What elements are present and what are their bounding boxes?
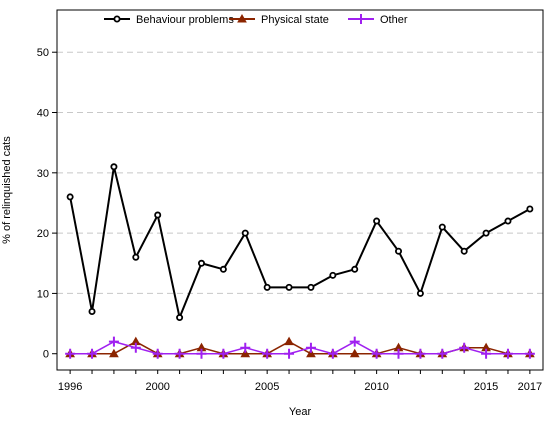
y-tick-label-40: 40 xyxy=(37,108,49,120)
x-tick-label-2017: 2017 xyxy=(518,381,542,393)
data-point-2003 xyxy=(218,348,229,359)
series-line xyxy=(70,340,530,355)
data-point-2009 xyxy=(349,336,360,347)
data-point-1997 xyxy=(87,348,98,359)
data-point-2010 xyxy=(373,217,381,225)
legend-label: Physical state xyxy=(261,14,329,26)
data-point-2012 xyxy=(416,289,424,297)
data-point-1998 xyxy=(108,336,119,347)
data-point-2000 xyxy=(154,211,162,219)
data-point-2007 xyxy=(305,342,316,353)
data-point-2004 xyxy=(240,342,251,353)
data-point-2013 xyxy=(437,348,448,359)
data-point-1998 xyxy=(109,348,119,358)
data-point-2017 xyxy=(526,205,534,213)
legend-label: Other xyxy=(380,14,408,26)
data-point-2015 xyxy=(482,229,490,237)
y-tick-label-0: 0 xyxy=(43,349,49,361)
data-point-2016 xyxy=(502,348,513,359)
data-point-2002 xyxy=(197,259,205,267)
data-point-2006 xyxy=(285,283,293,291)
data-point-2006 xyxy=(284,348,295,359)
data-point-2009 xyxy=(351,265,359,273)
plot-area-frame xyxy=(56,9,544,371)
data-point-2016 xyxy=(504,217,512,225)
legend: Behaviour problems Physical state Other xyxy=(104,13,408,26)
series-line xyxy=(69,165,531,319)
data-point-1999 xyxy=(130,342,141,353)
x-tick-label-2005: 2005 xyxy=(255,381,279,393)
data-point-2011 xyxy=(393,348,404,359)
data-point-1998 xyxy=(110,163,118,171)
data-point-2011 xyxy=(395,247,403,255)
data-point-2001 xyxy=(176,314,184,322)
data-point-2009 xyxy=(349,348,360,358)
data-point-2012 xyxy=(415,348,426,359)
data-point-2001 xyxy=(174,348,185,359)
x-axis-title: Year xyxy=(289,406,312,418)
data-point-1997 xyxy=(88,308,96,316)
data-point-2007 xyxy=(306,348,316,358)
data-point-2004 xyxy=(241,229,249,237)
data-point-2006 xyxy=(284,336,294,346)
data-point-2008 xyxy=(329,271,337,279)
series xyxy=(65,163,535,359)
legend-label: Behaviour problems xyxy=(136,14,234,26)
x-tick-label-1996: 1996 xyxy=(58,381,82,393)
series-other xyxy=(65,336,535,359)
data-point-2004 xyxy=(240,348,251,358)
legend-item-other: Other xyxy=(348,14,408,26)
x-tick-label-2000: 2000 xyxy=(145,381,169,393)
gridlines xyxy=(57,51,543,294)
y-tick-label-20: 20 xyxy=(37,228,49,240)
data-point-1996 xyxy=(65,348,76,359)
y-tick-label-30: 30 xyxy=(37,168,49,180)
data-point-2002 xyxy=(196,348,207,359)
data-point-1999 xyxy=(132,253,140,261)
y-tick-label-10: 10 xyxy=(37,288,49,300)
data-point-2017 xyxy=(524,348,535,359)
series-behaviour-problems xyxy=(66,163,534,322)
legend-item-physical-state: Physical state xyxy=(229,13,329,26)
legend-marker xyxy=(113,15,121,23)
data-point-1996 xyxy=(66,193,74,201)
data-point-2013 xyxy=(438,223,446,231)
legend-item-behaviour-problems: Behaviour problems xyxy=(104,14,234,26)
data-point-2014 xyxy=(460,247,468,255)
data-point-2010 xyxy=(371,348,382,359)
axes: 0 10 20 30 40 50 1996 2000 2005 2010 2015 2017 xyxy=(37,47,542,393)
data-point-2000 xyxy=(152,348,163,359)
x-tick-label-2010: 2010 xyxy=(364,381,388,393)
y-tick-label-50: 50 xyxy=(37,47,49,59)
data-point-2003 xyxy=(219,265,227,273)
data-point-2015 xyxy=(481,348,492,359)
legend-marker xyxy=(237,13,247,23)
data-point-2007 xyxy=(307,283,315,291)
y-axis-title: % of relinquished cats xyxy=(1,136,13,244)
data-point-2005 xyxy=(262,348,273,359)
data-point-2005 xyxy=(263,283,271,291)
data-point-2014 xyxy=(459,342,470,353)
legend-marker xyxy=(356,14,366,24)
x-tick-label-2015: 2015 xyxy=(474,381,498,393)
data-point-2008 xyxy=(327,348,338,359)
